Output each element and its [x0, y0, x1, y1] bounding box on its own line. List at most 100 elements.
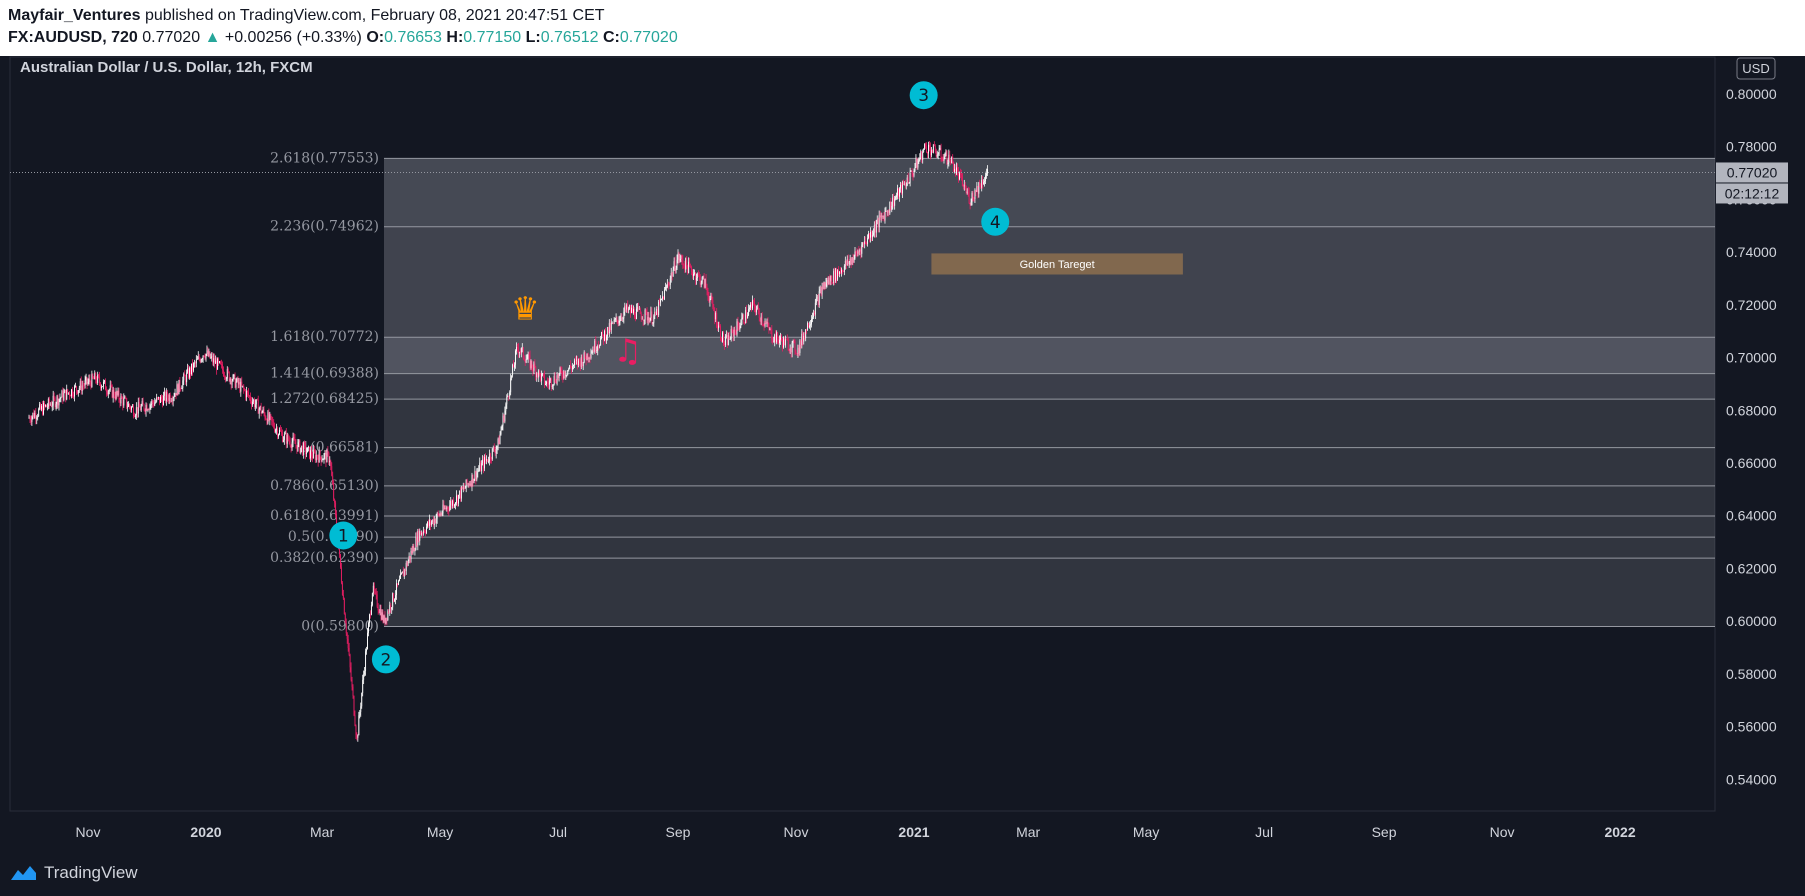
- candle-body: [185, 376, 187, 383]
- candle-body: [129, 404, 131, 407]
- candle-body: [35, 413, 37, 420]
- candle-body: [292, 437, 294, 443]
- candle-body: [434, 519, 436, 524]
- candle-body: [967, 191, 969, 193]
- author-name[interactable]: Mayfair_Ventures: [8, 7, 141, 24]
- candle-body: [342, 595, 344, 599]
- candle-body: [523, 357, 525, 361]
- candle-body: [561, 371, 563, 377]
- candle-body: [325, 452, 327, 463]
- candle-body: [517, 347, 519, 354]
- candle-body: [901, 181, 903, 194]
- drawing-tools[interactable]: Golden Tareget 1 2 3 4 ♛ ♫: [10, 81, 1715, 674]
- candle-body: [679, 258, 681, 261]
- candle-body: [118, 390, 120, 400]
- candle-body: [832, 282, 834, 284]
- candle-body: [428, 519, 430, 526]
- candle-body: [201, 359, 203, 361]
- candle-body: [751, 304, 752, 309]
- candle-body: [159, 396, 161, 403]
- x-tick-label: May: [1133, 824, 1159, 840]
- candle-body: [833, 271, 835, 283]
- candle-body: [589, 357, 591, 359]
- candle-body: [802, 333, 804, 342]
- tradingview-logo[interactable]: TradingView: [8, 863, 138, 883]
- candle-body: [521, 347, 523, 349]
- x-tick-label: Nov: [76, 824, 101, 840]
- candle-body: [376, 594, 378, 607]
- candle-body: [321, 459, 323, 462]
- candle-body: [583, 352, 585, 362]
- candle-body: [202, 355, 204, 360]
- candle-body: [709, 298, 711, 302]
- wave-label-badge[interactable]: 2: [371, 645, 400, 674]
- candle-body: [866, 243, 868, 244]
- candle-body: [854, 251, 856, 258]
- candle-body: [287, 434, 289, 441]
- candle-body: [635, 308, 637, 320]
- candle-body: [180, 388, 182, 390]
- candle-body: [373, 585, 375, 592]
- candle-body: [167, 397, 169, 401]
- candle-body: [502, 415, 504, 426]
- candle-body: [249, 395, 250, 397]
- candle-body: [734, 330, 736, 332]
- candle-body: [548, 380, 550, 385]
- candle-body: [221, 364, 223, 371]
- candle-body: [778, 338, 780, 344]
- candle-body: [41, 405, 43, 410]
- crown-icon[interactable]: ♛: [511, 289, 540, 327]
- candle-body: [646, 311, 648, 321]
- candle-body: [841, 269, 843, 272]
- candle-body: [599, 345, 601, 347]
- candle-body: [947, 162, 949, 165]
- currency-badge[interactable]: USD: [1736, 57, 1776, 80]
- candle-body: [467, 483, 469, 485]
- candle-body: [805, 329, 807, 339]
- candle-body: [356, 734, 358, 738]
- candle-body: [878, 215, 880, 228]
- candle-body: [473, 479, 475, 483]
- candle-body: [166, 391, 168, 398]
- candle-body: [398, 580, 399, 585]
- candle-body: [559, 368, 561, 374]
- golden-target-box[interactable]: [931, 253, 1183, 275]
- candle-body: [128, 404, 130, 407]
- candle-body: [301, 445, 303, 448]
- candle-body: [811, 317, 813, 320]
- candle-body: [779, 339, 781, 344]
- candle-body: [271, 416, 273, 421]
- candle-body: [154, 402, 156, 406]
- candle-body: [49, 404, 51, 406]
- candle-body: [46, 406, 48, 408]
- candle-body: [493, 447, 495, 451]
- candle-body: [963, 184, 965, 187]
- wave-label-badge[interactable]: 3: [909, 81, 938, 110]
- candle-body: [863, 243, 865, 244]
- candle-body: [720, 326, 722, 338]
- candle-body: [746, 310, 748, 319]
- fib-zone: [384, 337, 1715, 374]
- candle-body: [744, 322, 746, 324]
- candle-body: [348, 647, 350, 655]
- candle-body: [94, 373, 96, 380]
- candle-body: [844, 260, 846, 266]
- candle-body: [140, 405, 142, 411]
- music-icon[interactable]: ♫: [613, 332, 642, 370]
- candle-body: [534, 363, 536, 368]
- candle-body: [196, 359, 198, 360]
- wave-label-badge[interactable]: 4: [981, 207, 1010, 236]
- candle-body: [399, 573, 401, 579]
- candle-body: [741, 317, 743, 325]
- candle-body: [824, 282, 826, 287]
- candle-body: [634, 317, 636, 320]
- candle-body: [195, 359, 197, 364]
- candle-body: [896, 195, 898, 197]
- candle-body: [952, 156, 954, 162]
- candle-body: [913, 170, 915, 176]
- fib-zone: [384, 558, 1715, 627]
- price-chart[interactable]: 2.618(0.77553) 2.236(0.74962) 1.618(0.7077…: [0, 56, 1805, 852]
- wave-label-badge[interactable]: 1: [329, 521, 358, 550]
- candle-body: [508, 395, 510, 397]
- candle-body: [637, 307, 639, 310]
